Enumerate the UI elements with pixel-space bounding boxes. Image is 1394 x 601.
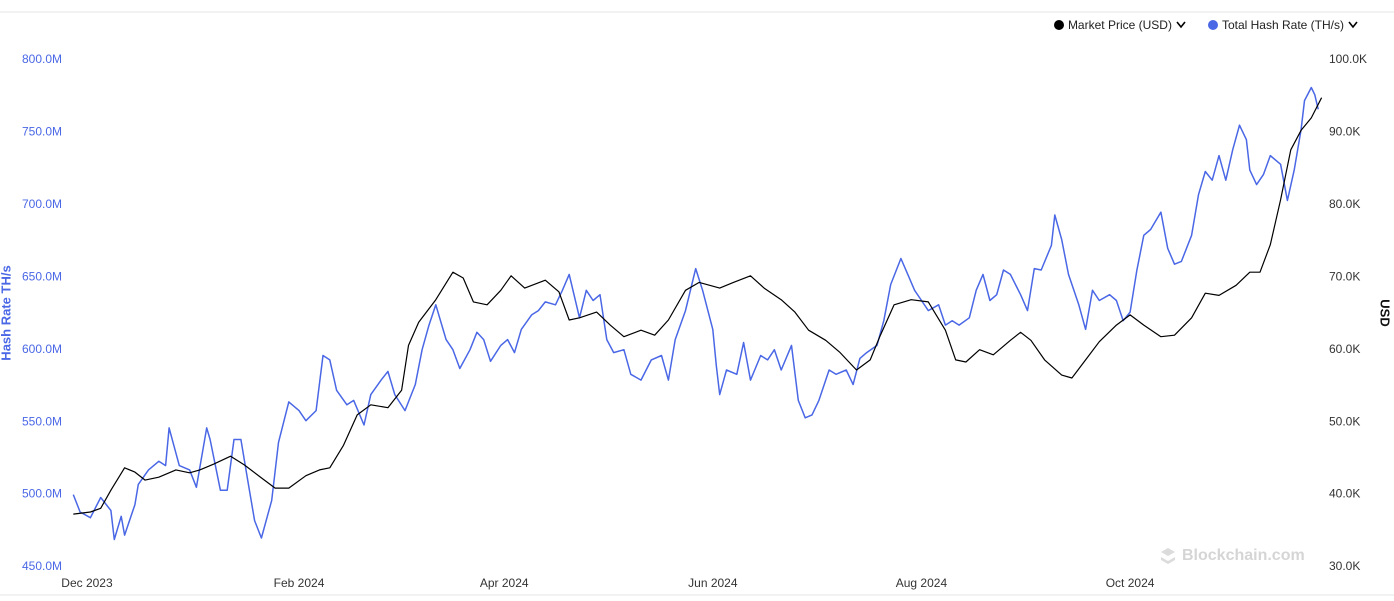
x-tick-label: Oct 2024 (1106, 576, 1155, 590)
y-tick-label: 750.0M (22, 125, 62, 139)
y-tick-label: 650.0M (22, 269, 62, 283)
series-line (72, 86, 1319, 541)
y-tick-label: 550.0M (22, 414, 62, 428)
y-tick-label: 700.0M (22, 197, 62, 211)
watermark-text: Blockchain.com (1182, 547, 1305, 564)
chevron-icon (1348, 21, 1358, 29)
y2-tick-label: 80.0K (1329, 197, 1360, 211)
series-line (73, 97, 1323, 515)
y2-tick-label: 90.0K (1329, 125, 1360, 139)
watermark: Blockchain.com (1161, 547, 1305, 564)
watermark-icon (1161, 548, 1175, 564)
x-tick-label: Jun 2024 (688, 576, 738, 590)
x-tick-label: Feb 2024 (274, 576, 325, 590)
legend: Market Price (USD) Total Hash Rate (TH/s… (1053, 18, 1358, 32)
y2-tick-label: 50.0K (1329, 414, 1360, 428)
x-tick-label: Aug 2024 (896, 576, 948, 590)
legend-item[interactable]: Market Price (USD) (1053, 18, 1186, 32)
y2-tick-label: 100.0K (1329, 52, 1367, 66)
y2-tick-label: 60.0K (1329, 342, 1360, 356)
x-tick-label: Dec 2023 (61, 576, 113, 590)
legend-item[interactable]: Total Hash Rate (TH/s) (1207, 18, 1358, 32)
y2-axis-label: USD (1378, 299, 1393, 326)
y2-tick-label: 40.0K (1329, 487, 1360, 501)
legend-swatch (1053, 20, 1064, 30)
legend-label: Total Hash Rate (TH/s) (1221, 18, 1344, 32)
y2-tick-label: 30.0K (1329, 559, 1360, 573)
y2-tick-label: 70.0K (1329, 269, 1360, 283)
x-tick-label: Apr 2024 (480, 576, 529, 590)
y-tick-label: 450.0M (22, 559, 62, 573)
y-tick-label: 600.0M (22, 342, 62, 356)
y-tick-label: 800.0M (22, 52, 62, 66)
legend-swatch (1207, 20, 1218, 30)
chevron-icon (1176, 21, 1186, 29)
y-axis-label: Hash Rate TH/s (0, 265, 13, 360)
y-tick-label: 500.0M (22, 487, 62, 501)
legend-label: Market Price (USD) (1067, 18, 1172, 32)
